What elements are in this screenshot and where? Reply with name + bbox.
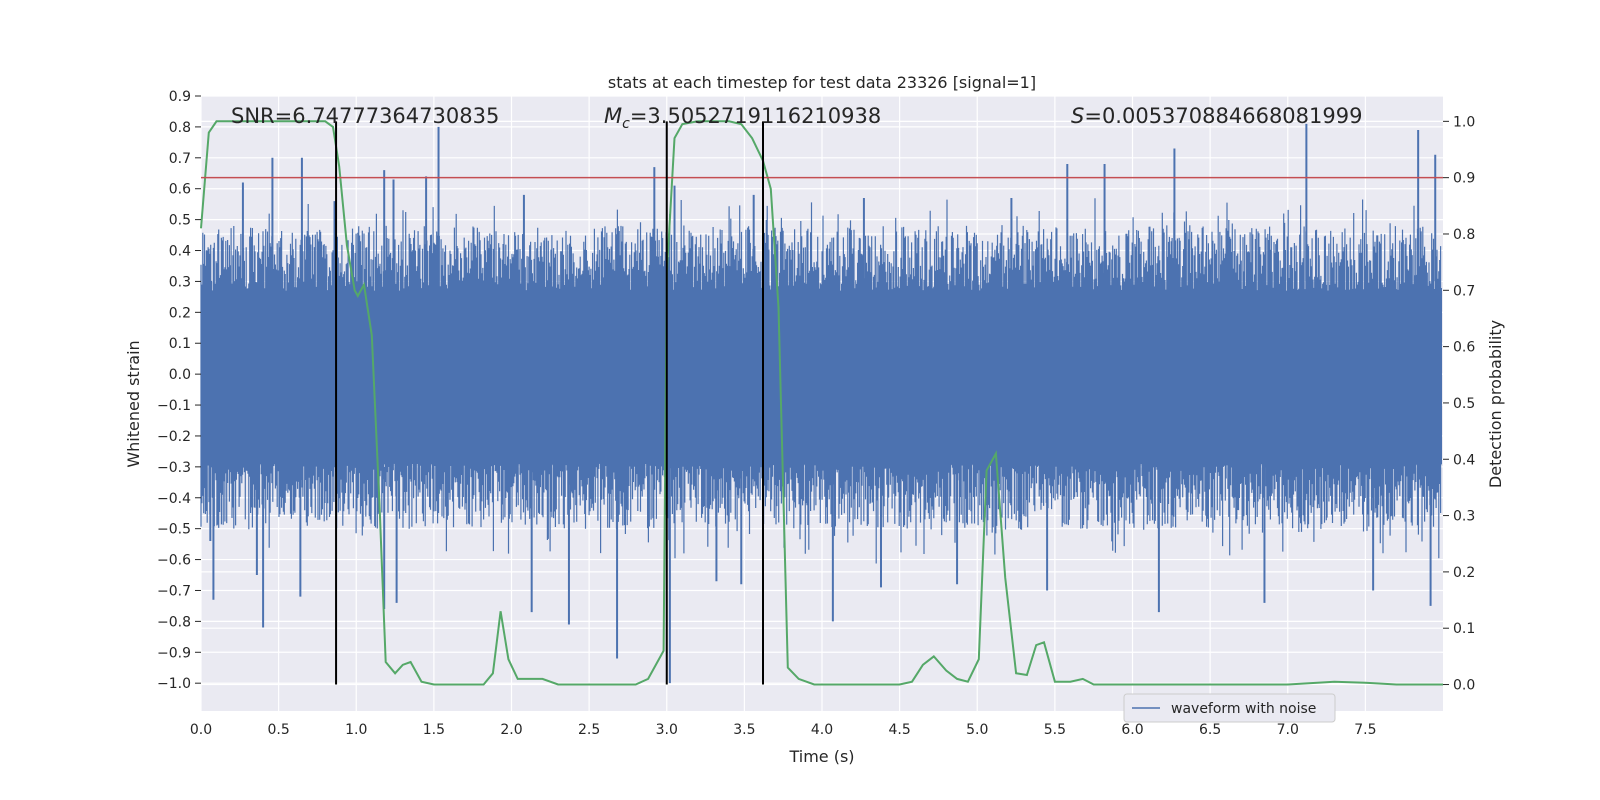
y2-tick-label: 0.8	[1453, 227, 1475, 243]
x-tick-label: 5.0	[966, 722, 988, 738]
y2-tick-label: 0.9	[1453, 171, 1475, 187]
x-tick-label: 6.0	[1121, 722, 1143, 738]
x-tick-label: 1.0	[345, 722, 367, 738]
x-tick-label: 4.5	[888, 722, 910, 738]
y2-tick-label: 0.6	[1453, 340, 1475, 356]
x-axis-label: Time (s)	[788, 747, 854, 766]
y-tick-label: −1.0	[157, 676, 191, 692]
y-tick-label: 0.1	[169, 336, 191, 352]
y-axis-label: Whitened strain	[124, 340, 143, 467]
waveform-series	[200, 123, 1442, 684]
x-tick-label: 2.5	[578, 722, 600, 738]
y-tick-label: 0.9	[169, 89, 191, 105]
x-axis: 0.0 0.5 1.0 1.5 2.0 2.5 3.0 3.5 4.0 4.5 5.0 5.5 6.0 6…	[190, 722, 1377, 738]
y-tick-label: 0.6	[169, 182, 191, 198]
y2-tick-label: 0.2	[1453, 565, 1475, 581]
y-axis-left: 0.9 0.8 0.7 0.6 0.5 0.4 0.3 0.2 0.1 0.0 −0.1 −0.2 −0…	[157, 89, 201, 692]
y-tick-label: −0.1	[157, 398, 191, 414]
x-tick-label: 6.5	[1199, 722, 1221, 738]
legend-label: waveform with noise	[1171, 701, 1316, 717]
x-tick-label: 3.5	[733, 722, 755, 738]
s-annotation: S=0.005370884668081999	[1071, 104, 1362, 128]
y2-tick-label: 0.4	[1453, 452, 1475, 468]
chirp-mass-annotation: Mc=3.5052719116210938	[604, 104, 881, 132]
s-symbol: S	[1071, 104, 1084, 128]
y-tick-label: 0.5	[169, 213, 191, 229]
y2-tick-label: 0.1	[1453, 621, 1475, 637]
s-value: =0.005370884668081999	[1084, 104, 1362, 128]
y2-tick-label: 1.0	[1453, 114, 1475, 130]
y-tick-label: −0.7	[157, 583, 191, 599]
y-tick-label: 0.2	[169, 305, 191, 321]
x-tick-label: 5.5	[1044, 722, 1066, 738]
y-tick-label: −0.4	[157, 491, 191, 507]
event-markers	[335, 121, 765, 685]
x-tick-label: 0.5	[267, 722, 289, 738]
x-tick-label: 4.0	[811, 722, 833, 738]
y-tick-label: −0.9	[157, 645, 191, 661]
x-tick-label: 2.0	[500, 722, 522, 738]
y-tick-label: −0.5	[157, 522, 191, 538]
y-tick-label: 0.4	[169, 244, 191, 260]
chart-title: stats at each timestep for test data 233…	[608, 73, 1036, 92]
y2-tick-label: 0.5	[1453, 396, 1475, 412]
y2-tick-label: 0.7	[1453, 283, 1475, 299]
y-tick-label: 0.8	[169, 120, 191, 136]
x-tick-label: 1.5	[423, 722, 445, 738]
chirp-mass-value: =3.5052719116210938	[630, 104, 881, 128]
detection-probability-series	[200, 120, 1443, 686]
waveform-core	[201, 290, 1442, 464]
x-tick-label: 3.0	[656, 722, 678, 738]
y-tick-label: 0.7	[169, 151, 191, 167]
chirp-mass-subscript: c	[622, 116, 630, 132]
y-tick-label: −0.6	[157, 553, 191, 569]
x-tick-label: 7.5	[1354, 722, 1376, 738]
chirp-mass-symbol: M	[604, 104, 622, 128]
y-tick-label: 0.3	[169, 274, 191, 290]
y2-axis-label: Detection probability	[1486, 320, 1505, 488]
x-tick-label: 0.0	[190, 722, 212, 738]
detection-probability-line	[200, 120, 1443, 686]
y2-tick-label: 0.3	[1453, 509, 1475, 525]
y-tick-label: −0.8	[157, 614, 191, 630]
legend-box	[1123, 693, 1336, 723]
legend: waveform with noise	[1123, 693, 1336, 723]
y-tick-label: −0.2	[157, 429, 191, 445]
x-tick-label: 7.0	[1277, 722, 1299, 738]
y-tick-label: 0.0	[169, 367, 191, 383]
snr-annotation: SNR=6.74777364730835	[231, 104, 499, 128]
y-tick-label: −0.3	[157, 460, 191, 476]
y-axis-right: 1.0 0.9 0.8 0.7 0.6 0.5 0.4 0.3 0.2 0.1 0.0	[1443, 114, 1475, 694]
y2-tick-label: 0.0	[1453, 678, 1475, 694]
